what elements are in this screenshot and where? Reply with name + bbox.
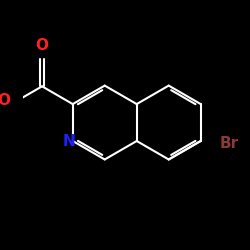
Text: O: O bbox=[36, 38, 49, 53]
Text: Br: Br bbox=[220, 136, 238, 152]
Text: N: N bbox=[62, 134, 75, 148]
Text: O: O bbox=[0, 93, 10, 108]
